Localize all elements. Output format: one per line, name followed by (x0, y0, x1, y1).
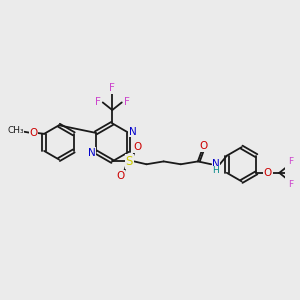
Text: O: O (117, 171, 125, 181)
Text: O: O (200, 141, 208, 151)
Text: N: N (212, 159, 220, 169)
Text: F: F (288, 157, 293, 166)
Text: S: S (126, 155, 133, 168)
Text: O: O (134, 142, 142, 152)
Text: H: H (213, 167, 219, 176)
Text: N: N (129, 127, 136, 137)
Text: F: F (124, 98, 130, 107)
Text: F: F (95, 98, 101, 107)
Text: O: O (30, 128, 38, 138)
Text: F: F (288, 180, 293, 189)
Text: F: F (298, 168, 300, 177)
Text: F: F (109, 83, 115, 93)
Text: O: O (264, 168, 272, 178)
Text: CH₃: CH₃ (7, 127, 24, 136)
Text: N: N (88, 148, 96, 158)
